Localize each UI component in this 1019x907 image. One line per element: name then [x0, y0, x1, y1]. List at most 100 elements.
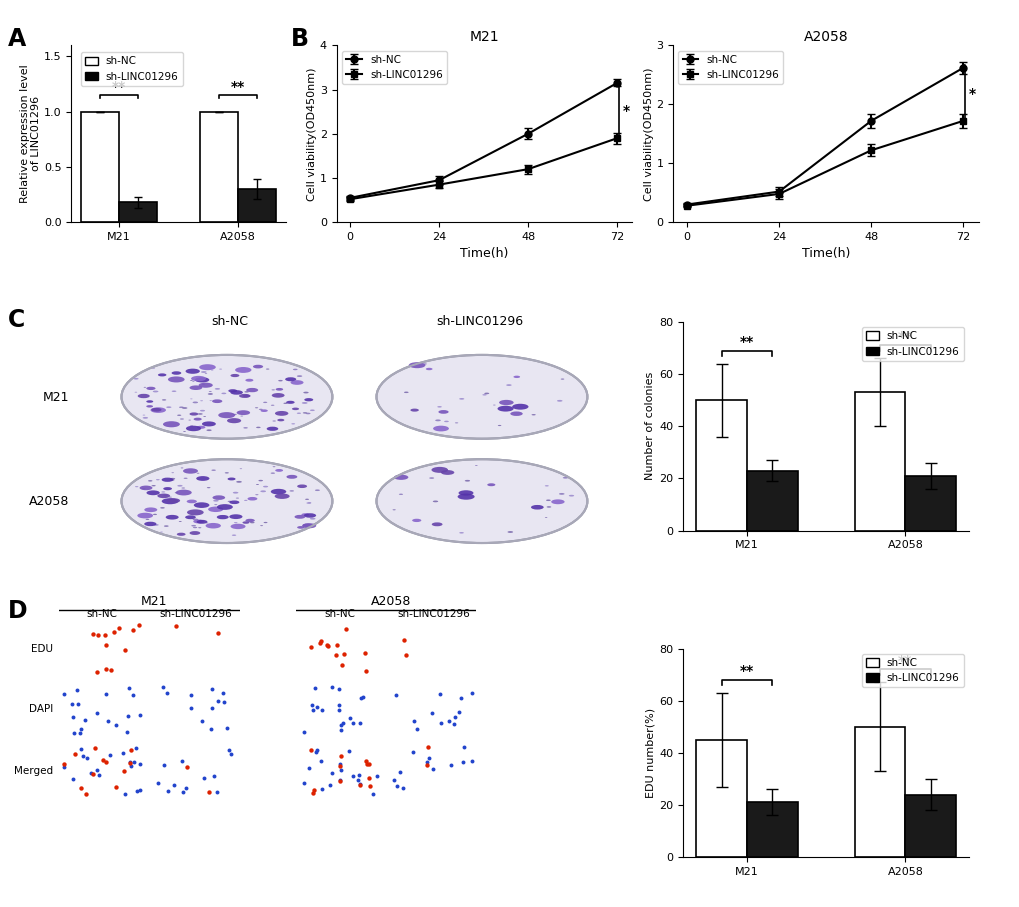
Point: [116, 787, 132, 802]
Text: **: **: [739, 664, 753, 678]
Ellipse shape: [218, 412, 235, 418]
Point: [73, 781, 90, 795]
Ellipse shape: [169, 479, 174, 481]
Ellipse shape: [283, 403, 287, 404]
Ellipse shape: [140, 485, 152, 490]
Point: [309, 700, 325, 715]
Ellipse shape: [245, 391, 249, 393]
Point: [77, 713, 94, 727]
Ellipse shape: [158, 374, 166, 376]
Ellipse shape: [482, 394, 486, 395]
Ellipse shape: [238, 394, 250, 398]
Point: [97, 755, 113, 769]
Point: [65, 772, 82, 786]
Ellipse shape: [190, 532, 200, 535]
Point: [121, 755, 138, 769]
Point: [308, 745, 324, 759]
Point: [69, 697, 86, 712]
Ellipse shape: [562, 477, 568, 479]
Ellipse shape: [191, 375, 206, 381]
Ellipse shape: [209, 391, 212, 392]
Ellipse shape: [214, 504, 217, 505]
Bar: [746, 471, 797, 531]
Ellipse shape: [229, 514, 243, 519]
Point: [391, 765, 408, 779]
Point: [345, 768, 362, 783]
Point: [331, 756, 347, 771]
Ellipse shape: [236, 410, 250, 415]
Ellipse shape: [303, 412, 307, 414]
Point: [78, 751, 95, 766]
Ellipse shape: [196, 476, 209, 481]
Ellipse shape: [144, 522, 156, 526]
Point: [183, 700, 200, 715]
Ellipse shape: [545, 500, 550, 501]
Ellipse shape: [202, 384, 205, 385]
Point: [355, 689, 371, 704]
Ellipse shape: [458, 493, 474, 500]
Ellipse shape: [409, 362, 425, 368]
Ellipse shape: [133, 378, 139, 379]
Ellipse shape: [206, 429, 212, 431]
Point: [131, 756, 148, 771]
Ellipse shape: [167, 498, 180, 503]
Ellipse shape: [271, 389, 275, 390]
Title: M21: M21: [469, 30, 499, 44]
Point: [160, 784, 176, 798]
Point: [132, 783, 149, 797]
Ellipse shape: [246, 519, 255, 522]
Ellipse shape: [266, 426, 278, 431]
Ellipse shape: [121, 355, 332, 439]
Point: [454, 755, 471, 769]
Point: [87, 741, 103, 756]
Bar: [200, 112, 237, 222]
Point: [74, 749, 91, 764]
Point: [446, 709, 463, 724]
Ellipse shape: [512, 404, 528, 410]
Ellipse shape: [546, 506, 550, 508]
Point: [122, 743, 139, 757]
Point: [117, 643, 133, 658]
Ellipse shape: [156, 479, 160, 481]
Ellipse shape: [143, 417, 148, 419]
Ellipse shape: [183, 431, 185, 432]
Point: [319, 638, 335, 652]
Ellipse shape: [172, 501, 175, 502]
Point: [464, 754, 480, 768]
Ellipse shape: [263, 402, 267, 403]
Ellipse shape: [232, 414, 236, 415]
Ellipse shape: [244, 500, 248, 501]
Point: [305, 785, 321, 800]
Ellipse shape: [142, 488, 146, 490]
Ellipse shape: [185, 425, 201, 431]
Ellipse shape: [178, 406, 183, 408]
Ellipse shape: [275, 469, 283, 472]
Ellipse shape: [250, 522, 255, 523]
Ellipse shape: [232, 492, 238, 493]
Ellipse shape: [306, 413, 310, 414]
Ellipse shape: [151, 407, 166, 413]
Ellipse shape: [393, 474, 408, 480]
Point: [204, 681, 220, 696]
Point: [89, 763, 105, 777]
Point: [124, 623, 141, 638]
Ellipse shape: [244, 427, 248, 429]
Ellipse shape: [144, 507, 157, 512]
Point: [331, 774, 347, 788]
Ellipse shape: [303, 392, 309, 394]
Ellipse shape: [193, 520, 204, 523]
Point: [127, 741, 144, 756]
Ellipse shape: [429, 477, 434, 479]
Ellipse shape: [260, 491, 266, 493]
Point: [322, 778, 338, 793]
Text: DAPI: DAPI: [29, 704, 53, 715]
Ellipse shape: [190, 413, 198, 415]
Ellipse shape: [297, 526, 305, 529]
Point: [56, 757, 72, 772]
Ellipse shape: [459, 398, 464, 400]
Bar: [854, 727, 905, 857]
Ellipse shape: [152, 367, 155, 368]
Ellipse shape: [168, 497, 172, 498]
Point: [305, 702, 321, 717]
Point: [352, 778, 368, 793]
